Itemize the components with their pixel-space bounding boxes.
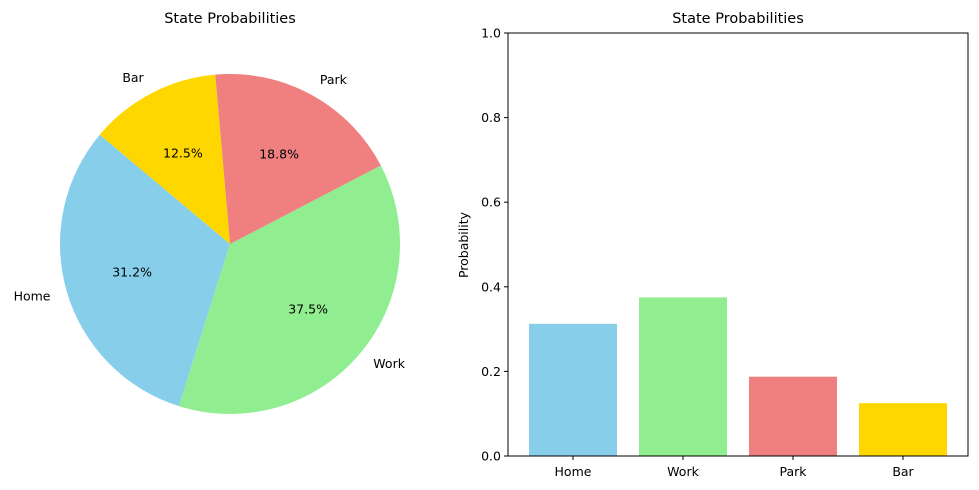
pie-slices bbox=[60, 74, 400, 414]
pie-label-bar: Bar bbox=[122, 70, 144, 85]
bar-park bbox=[749, 376, 837, 456]
y-tick-label: 0.4 bbox=[481, 279, 501, 294]
pie-slice-work bbox=[178, 165, 400, 414]
y-tick-label: 0.8 bbox=[481, 110, 501, 125]
pie-slice-bar bbox=[99, 74, 231, 245]
pie-pct-work: 37.5% bbox=[288, 302, 328, 317]
x-tick-label-bar: Bar bbox=[892, 464, 914, 479]
bar-work bbox=[639, 297, 727, 457]
bar-title: State Probabilities bbox=[672, 11, 804, 27]
x-tick-label-park: Park bbox=[779, 464, 807, 479]
pie-label-park: Park bbox=[320, 72, 348, 87]
pie-chart: State Probabilities Home 31.2% Work 37.5% Pa… bbox=[14, 11, 406, 414]
y-tick-label: 0.6 bbox=[481, 195, 501, 210]
y-tick-label: 1.0 bbox=[481, 26, 501, 41]
bar-bar bbox=[859, 403, 947, 457]
pie-pct-home: 31.2% bbox=[112, 265, 152, 280]
pie-pct-bar: 12.5% bbox=[163, 146, 203, 161]
plot-frame bbox=[507, 32, 969, 457]
pie-slice-home bbox=[60, 134, 231, 407]
pie-label-work: Work bbox=[373, 356, 405, 371]
pie-slice-park bbox=[215, 74, 381, 244]
bar-chart: State Probabilities Probability Home Work… bbox=[456, 11, 969, 479]
x-tick-label-work: Work bbox=[667, 464, 699, 479]
bar-axes: Home Work Park Bar 0.0 0.2 0.4 0.6 0.8 1.0 bbox=[481, 26, 969, 479]
pie-labels: Home 31.2% Work 37.5% Park 18.8% Bar 12.5% bbox=[14, 70, 406, 371]
x-tick-label-home: Home bbox=[555, 464, 592, 479]
bars bbox=[529, 297, 947, 457]
pie-title: State Probabilities bbox=[164, 11, 296, 27]
bar-home bbox=[529, 323, 617, 456]
y-tick-label: 0.2 bbox=[481, 364, 501, 379]
pie-pct-park: 18.8% bbox=[259, 147, 299, 162]
y-tick-label: 0.0 bbox=[481, 449, 501, 464]
pie-label-home: Home bbox=[14, 288, 51, 303]
y-axis-label: Probability bbox=[456, 211, 471, 278]
